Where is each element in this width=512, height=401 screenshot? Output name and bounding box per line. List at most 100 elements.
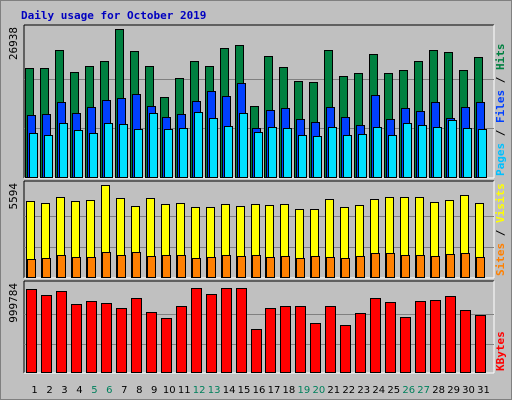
bar-pages-day-26 — [403, 123, 412, 178]
bar-kbytes-day-12 — [191, 288, 202, 373]
x-tick-label-13: 13 — [208, 385, 221, 396]
x-tick-label-31: 31 — [477, 385, 490, 396]
bar-kbytes-day-29 — [445, 296, 456, 373]
x-tick-label-4: 4 — [76, 385, 82, 396]
bar-sites-day-9 — [147, 256, 156, 278]
bar-sites-day-7 — [117, 255, 126, 278]
ymax-label-traffic: 999784 — [7, 283, 20, 323]
x-tick-label-27: 27 — [417, 385, 430, 396]
bar-pages-day-28 — [433, 127, 442, 178]
bar-sites-day-19 — [296, 258, 305, 278]
bar-kbytes-day-4 — [71, 304, 82, 373]
bar-sites-day-28 — [431, 256, 440, 278]
bar-sites-day-5 — [87, 257, 96, 278]
bar-sites-day-15 — [237, 256, 246, 278]
bar-sites-day-4 — [72, 257, 81, 278]
bar-kbytes-day-31 — [475, 315, 486, 373]
bar-sites-day-29 — [446, 254, 455, 278]
bar-sites-day-8 — [132, 252, 141, 278]
x-tick-label-16: 16 — [253, 385, 266, 396]
bar-sites-day-20 — [311, 256, 320, 278]
x-tick-label-20: 20 — [313, 385, 326, 396]
series-sites — [27, 252, 485, 278]
bar-pages-day-13 — [209, 118, 218, 178]
bar-kbytes-day-16 — [251, 329, 262, 373]
x-tick-label-18: 18 — [283, 385, 296, 396]
bar-sites-day-16 — [252, 255, 261, 278]
bar-kbytes-day-17 — [265, 308, 276, 373]
bar-kbytes-day-3 — [56, 291, 67, 373]
bar-pages-day-17 — [268, 127, 277, 178]
bar-pages-day-7 — [119, 124, 128, 178]
legend-requests: Pages / Files / Hits — [494, 44, 507, 177]
bar-sites-day-18 — [281, 256, 290, 278]
bar-pages-day-24 — [373, 127, 382, 178]
legend-part: / — [494, 223, 507, 243]
bar-sites-day-13 — [207, 257, 216, 278]
panel-traffic: 999784 KBytes — [7, 280, 507, 374]
bar-pages-day-23 — [358, 134, 367, 178]
bar-kbytes-day-5 — [86, 301, 97, 373]
bar-kbytes-day-25 — [385, 302, 396, 373]
bar-kbytes-day-15 — [236, 288, 247, 373]
bar-pages-day-9 — [149, 113, 158, 178]
series-kbytes — [26, 288, 486, 373]
bar-kbytes-day-13 — [206, 294, 217, 373]
bar-kbytes-day-10 — [161, 318, 172, 373]
bar-sites-day-2 — [42, 258, 51, 278]
x-tick-label-28: 28 — [432, 385, 445, 396]
x-tick-label-10: 10 — [163, 385, 176, 396]
bar-pages-day-4 — [74, 130, 83, 178]
x-tick-label-22: 22 — [342, 385, 355, 396]
bar-kbytes-day-21 — [325, 306, 336, 373]
bar-kbytes-day-24 — [370, 298, 381, 373]
x-tick-label-23: 23 — [357, 385, 370, 396]
chart-title: Daily usage for October 2019 — [21, 9, 206, 22]
x-tick-label-9: 9 — [151, 385, 157, 396]
x-tick-label-25: 25 — [387, 385, 400, 396]
bar-kbytes-day-1 — [26, 289, 37, 373]
bar-sites-day-27 — [416, 255, 425, 278]
bar-sites-day-21 — [326, 257, 335, 278]
x-tick-label-3: 3 — [61, 385, 67, 396]
bar-sites-day-22 — [341, 258, 350, 278]
x-tick-label-24: 24 — [372, 385, 385, 396]
bar-pages-day-29 — [448, 120, 457, 178]
legend-part: Hits — [494, 44, 507, 71]
bar-pages-day-2 — [44, 135, 53, 178]
bar-pages-day-27 — [418, 125, 427, 178]
x-tick-label-12: 12 — [193, 385, 206, 396]
bar-sites-day-30 — [461, 253, 470, 278]
bar-kbytes-day-30 — [460, 310, 471, 373]
bar-pages-day-20 — [313, 136, 322, 178]
bar-pages-day-5 — [89, 133, 98, 178]
x-tick-label-29: 29 — [447, 385, 460, 396]
legend-part: Files — [494, 90, 507, 123]
bar-sites-day-6 — [102, 252, 111, 278]
legend-part: / — [494, 70, 507, 90]
bar-sites-day-1 — [27, 259, 36, 278]
bar-pages-day-19 — [298, 135, 307, 178]
bar-pages-day-21 — [328, 127, 337, 178]
bar-sites-day-24 — [371, 253, 380, 278]
x-tick-label-19: 19 — [298, 385, 311, 396]
ymax-label-requests: 26938 — [7, 27, 20, 60]
panel-visitors: 5594 Sites / Visits — [7, 180, 507, 279]
bar-kbytes-day-9 — [146, 312, 157, 373]
bar-pages-day-18 — [283, 128, 292, 178]
x-tick-label-11: 11 — [178, 385, 191, 396]
x-tick-label-17: 17 — [268, 385, 281, 396]
bar-kbytes-day-14 — [221, 288, 232, 373]
legend-part: Sites — [494, 243, 507, 276]
bar-kbytes-day-8 — [131, 298, 142, 373]
bar-kbytes-day-18 — [280, 306, 291, 373]
x-tick-label-15: 15 — [238, 385, 251, 396]
x-axis-labels: 1 2 3 4 5 6 7 8 9 10 11 12 13 14 15 16 17 18 19 20 21 22 23 24 2… — [31, 385, 490, 396]
bar-kbytes-day-6 — [101, 303, 112, 373]
legend-part: KBytes — [494, 331, 507, 371]
bar-kbytes-day-28 — [430, 300, 441, 373]
bar-sites-day-3 — [57, 255, 66, 278]
x-tick-label-8: 8 — [136, 385, 142, 396]
